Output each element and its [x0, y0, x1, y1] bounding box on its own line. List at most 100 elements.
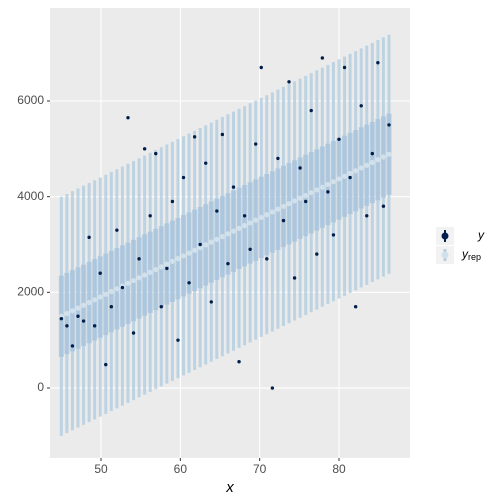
observed-point: [81, 319, 86, 323]
observed-point: [154, 151, 158, 156]
median-point: [64, 310, 70, 317]
median-point: [208, 239, 214, 245]
legend-label: yrep: [461, 247, 481, 262]
median-point: [147, 269, 153, 275]
legend-name: y: [477, 228, 485, 242]
legend-subscript: rep: [468, 252, 481, 262]
observed-point: [115, 228, 119, 232]
median-point: [325, 181, 331, 188]
median-point: [364, 162, 370, 168]
median-point: [69, 308, 76, 314]
observed-point: [215, 209, 219, 213]
observed-point: [353, 304, 358, 309]
median-point: [336, 176, 342, 182]
median-point: [225, 231, 231, 237]
median-point: [75, 305, 81, 311]
observed-point: [59, 316, 64, 321]
observed-point: [120, 285, 125, 290]
median-point: [247, 220, 253, 226]
observed-point: [237, 360, 241, 364]
observed-point: [131, 331, 136, 335]
observed-point: [209, 300, 213, 304]
median-point: [303, 192, 309, 199]
observed-point: [365, 214, 369, 218]
observed-point: [126, 116, 130, 120]
observed-point: [220, 132, 225, 137]
observed-point: [104, 362, 108, 367]
legend-label: y: [477, 228, 485, 242]
median-point: [380, 154, 387, 160]
legend-name: y: [461, 247, 469, 261]
median-point: [186, 250, 192, 256]
median-point: [319, 184, 325, 190]
median-point: [114, 286, 120, 292]
median-point: [269, 209, 275, 215]
median-point: [158, 264, 164, 270]
observed-point: [76, 314, 80, 318]
median-point: [258, 214, 264, 221]
median-point: [136, 275, 142, 281]
median-point: [192, 247, 198, 253]
median-point: [164, 261, 170, 267]
median-point: [347, 170, 353, 177]
legend-swatch: [441, 251, 449, 259]
median-point: [230, 228, 237, 234]
observed-point: [326, 190, 330, 194]
median-point: [197, 245, 203, 251]
y-tick-label: 2000: [17, 285, 44, 299]
observed-point: [159, 304, 164, 309]
median-point: [358, 165, 364, 171]
observed-point: [337, 137, 341, 141]
median-point: [103, 291, 109, 297]
x-tick-label: 70: [253, 462, 267, 476]
observed-point: [92, 324, 97, 328]
median-point: [80, 302, 87, 308]
observed-point: [109, 304, 114, 309]
observed-point: [198, 242, 202, 247]
observed-point: [298, 166, 302, 170]
median-point: [264, 212, 270, 218]
median-point: [125, 280, 131, 286]
median-point: [375, 157, 381, 163]
observed-point: [231, 185, 236, 189]
median-point: [341, 173, 348, 179]
median-point: [386, 151, 392, 157]
median-point: [236, 225, 242, 231]
observed-point: [248, 247, 252, 251]
median-point: [241, 223, 248, 229]
median-point: [214, 236, 220, 242]
observed-point: [276, 156, 280, 161]
observed-point: [98, 271, 102, 275]
observed-point: [254, 142, 258, 146]
observed-point: [148, 214, 152, 218]
observed-point: [270, 386, 275, 390]
median-point: [142, 272, 148, 278]
observed-point: [142, 147, 147, 151]
observed-point: [331, 233, 336, 237]
observed-point: [137, 257, 141, 261]
median-point: [153, 266, 159, 273]
legend-swatch: [441, 232, 449, 240]
observed-point: [292, 276, 297, 280]
median-point: [169, 258, 176, 264]
median-point: [219, 234, 225, 240]
observed-point: [387, 123, 391, 127]
observed-point: [287, 80, 291, 84]
observed-point: [303, 199, 308, 204]
median-point: [280, 203, 287, 210]
observed-point: [70, 344, 75, 348]
observed-point: [265, 257, 269, 261]
observed-point: [242, 214, 247, 218]
x-tick-label: 80: [332, 462, 346, 476]
y-tick-label: 4000: [17, 189, 44, 203]
median-point: [86, 299, 92, 306]
observed-point: [376, 61, 380, 65]
observed-point: [226, 261, 230, 266]
x-axis-title: x: [225, 479, 234, 496]
observed-point: [65, 324, 69, 328]
median-point: [314, 187, 320, 193]
median-point: [180, 253, 187, 259]
observed-point: [170, 199, 175, 204]
median-point: [203, 242, 209, 248]
